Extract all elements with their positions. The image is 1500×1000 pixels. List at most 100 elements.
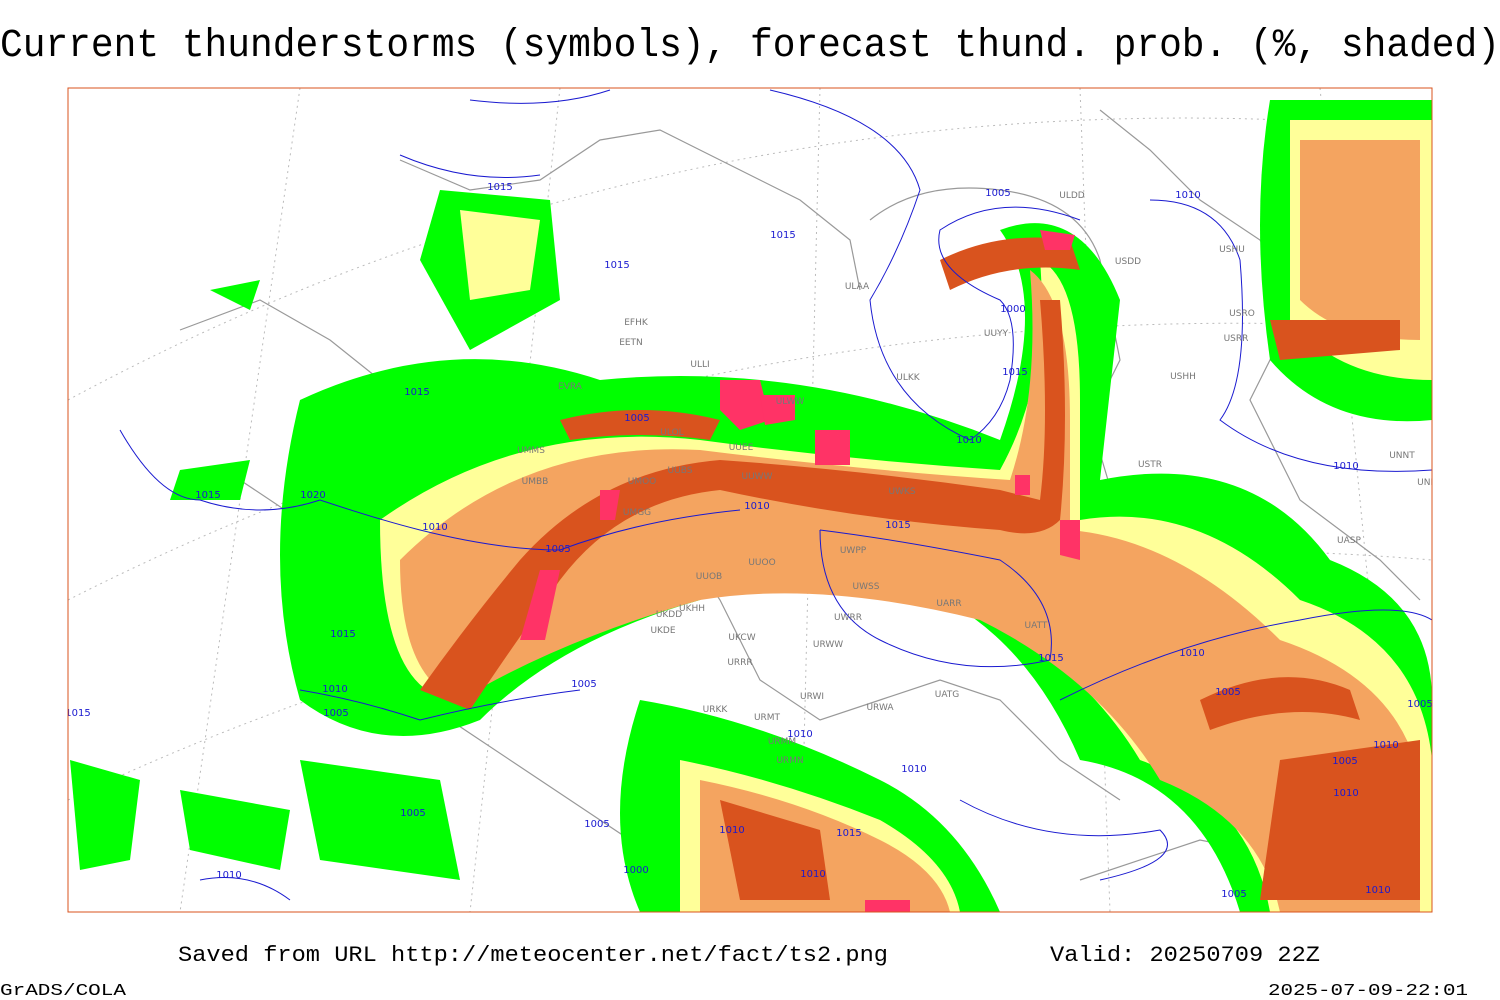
isobar-label: 1005 xyxy=(1221,889,1246,900)
isobar-label: 1015 xyxy=(65,708,90,719)
storm-symbols xyxy=(520,230,1080,912)
isobar-label: 1010 xyxy=(1179,648,1204,659)
station-label: ULOL xyxy=(660,428,683,438)
station-label: UATT xyxy=(1025,621,1048,631)
station-label: EETN xyxy=(619,338,643,348)
timestamp: 2025-07-09-22:01 xyxy=(1268,982,1468,1000)
station-label: UWPP xyxy=(840,546,867,556)
isobar-label: 1005 xyxy=(323,708,348,719)
isobar-label: 1010 xyxy=(800,869,825,880)
isobar-label: 1010 xyxy=(787,729,812,740)
isobar-label: 1005 xyxy=(624,413,649,424)
station-label: UASP xyxy=(1337,536,1361,546)
station-label: UUOO xyxy=(748,558,775,568)
isobar-label: 1010 xyxy=(322,684,347,695)
isobar-label: 1010 xyxy=(216,870,241,881)
station-label: UUOB xyxy=(696,572,722,582)
station-label: UMGG xyxy=(623,508,651,518)
isobar-label: 1005 xyxy=(400,808,425,819)
isobar-label: 1005 xyxy=(1407,699,1432,710)
isobar-label: 1005 xyxy=(1332,756,1357,767)
station-label: ULKK xyxy=(896,373,921,383)
isobar-label: 1010 xyxy=(1175,190,1200,201)
station-label: EVRA xyxy=(558,382,583,392)
station-label: UWKS xyxy=(888,487,915,497)
station-label: UMOO xyxy=(628,477,657,487)
station-label: UKDE xyxy=(650,626,675,636)
isobars xyxy=(119,89,1432,901)
isobar-label: 1005 xyxy=(985,188,1010,199)
station-label: EFHK xyxy=(624,318,649,328)
station-labels: ULDD USDD USHU ULAA EFHK EETN UUYY USRO USRR ULLI… xyxy=(517,191,1443,766)
station-label: URKK xyxy=(703,705,729,715)
isobar-label: 1015 xyxy=(487,182,512,193)
isobar-label: 1010 xyxy=(422,522,447,533)
isobar-label: 1010 xyxy=(1365,885,1390,896)
station-label: USHH xyxy=(1170,372,1196,382)
isobar-label: 1005 xyxy=(571,679,596,690)
isobar-label: 1015 xyxy=(404,387,429,398)
isobar-label: 1005 xyxy=(1215,687,1240,698)
station-label: UUEE xyxy=(729,443,754,453)
station-label: UWRR xyxy=(834,613,862,623)
software: GrADS/COLA xyxy=(0,982,127,1000)
station-label: URMM xyxy=(768,737,796,747)
station-label: UARR xyxy=(936,599,961,609)
station-label: UATG xyxy=(935,690,960,700)
isobar-label: 1015 xyxy=(885,520,910,531)
isobar-label: 1010 xyxy=(901,764,926,775)
isobar-label: 1000 xyxy=(623,865,648,876)
station-label: UKDD xyxy=(656,610,682,620)
isobar-label: 1010 xyxy=(719,825,744,836)
isobar-label: 1005 xyxy=(584,819,609,830)
isobar-label: 1015 xyxy=(330,629,355,640)
station-label: UWSS xyxy=(853,582,880,592)
isobar-label: 1015 xyxy=(1038,653,1063,664)
source-url: Saved from URL http://meteocenter.net/fa… xyxy=(178,943,888,968)
station-label: UMBB xyxy=(522,477,549,487)
station-label: USDD xyxy=(1115,257,1141,267)
frame-border xyxy=(67,87,1433,913)
station-label: ULLI xyxy=(690,360,709,370)
station-label: ULWW xyxy=(776,397,805,407)
isobar-label: 1015 xyxy=(195,490,220,501)
station-label: UNBB xyxy=(1417,478,1443,488)
station-label: USRO xyxy=(1229,309,1255,319)
station-label: URWA xyxy=(866,703,894,713)
isobar-label: 1010 xyxy=(744,501,769,512)
station-label: URMT xyxy=(754,713,781,723)
station-label: ULDD xyxy=(1059,191,1085,201)
station-label: UMMS xyxy=(517,446,545,456)
station-label: USTR xyxy=(1138,460,1162,470)
title: Current thunderstorms (symbols), forecas… xyxy=(0,24,1500,69)
station-label: USRR xyxy=(1224,334,1249,344)
isobar-label: 1005 xyxy=(545,544,570,555)
isobar-label: 1015 xyxy=(836,828,861,839)
station-label: UKHH xyxy=(679,604,705,614)
map-area: 1015 1015 1015 1005 1010 1000 1015 1015 1005 1010… xyxy=(65,88,1443,912)
station-label: USHU xyxy=(1219,245,1245,255)
isobar-label: 1010 xyxy=(1333,461,1358,472)
isobar-label: 1015 xyxy=(770,230,795,241)
station-label: URWW xyxy=(813,640,843,650)
isobar-label: 1010 xyxy=(1373,740,1398,751)
station-label: UUBS xyxy=(668,466,693,476)
station-label: URRR xyxy=(727,658,752,668)
map-frame: 1015 1015 1015 1005 1010 1000 1015 1015 1005 1010… xyxy=(65,87,1443,913)
station-label: UKCW xyxy=(728,633,755,643)
station-label: UUWW xyxy=(742,472,773,482)
station-label: ULAA xyxy=(845,282,870,292)
station-label: URWI xyxy=(800,692,824,702)
isobar-label: 1015 xyxy=(604,260,629,271)
isobar-label: 1020 xyxy=(300,490,325,501)
isobar-label: 1000 xyxy=(1000,304,1025,315)
isobar-label: 1010 xyxy=(1333,788,1358,799)
isobar-label: 1015 xyxy=(1002,367,1027,378)
station-label: UNNT xyxy=(1389,451,1415,461)
station-label: UUYY xyxy=(984,329,1009,339)
prob-very-high xyxy=(420,237,1420,900)
isobar-label: 1010 xyxy=(956,435,981,446)
valid-time: Valid: 20250709 22Z xyxy=(1050,943,1320,968)
